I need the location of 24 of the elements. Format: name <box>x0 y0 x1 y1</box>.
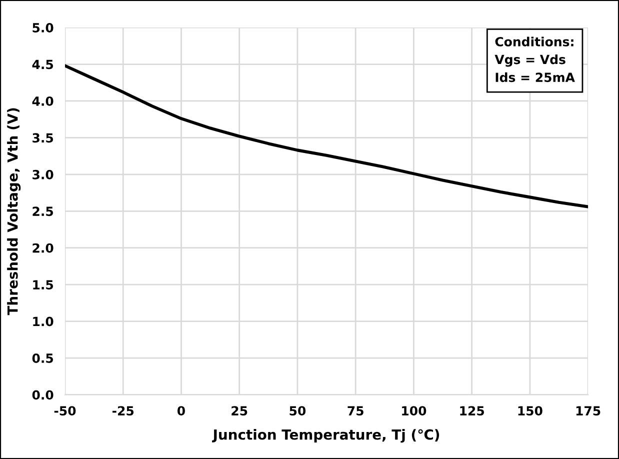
y-tick-label: 1.0 <box>33 316 54 326</box>
y-tick-label: 4.0 <box>32 96 54 106</box>
x-tick-label: 100 <box>402 406 426 416</box>
y-tick-label: 1.5 <box>33 280 54 290</box>
x-tick-label: 150 <box>518 406 542 416</box>
y-tick-label: 0.5 <box>32 353 54 363</box>
x-tick-label: -25 <box>112 406 134 416</box>
y-tick-label: 2.5 <box>32 206 54 216</box>
x-tick-label: 25 <box>232 406 248 416</box>
x-tick-label: -50 <box>54 406 76 416</box>
x-axis-title: Junction Temperature, Tj (℃) <box>212 429 440 443</box>
x-tick-label: 175 <box>576 406 600 416</box>
y-tick-label: 3.5 <box>32 133 54 143</box>
y-axis-title: Threshold Voltage, Vth (V) <box>7 108 21 316</box>
y-tick-label: 0.0 <box>32 390 54 400</box>
x-tick-label: 50 <box>290 406 306 416</box>
x-tick-label: 0 <box>177 406 185 416</box>
x-tick-label: 75 <box>348 406 364 416</box>
y-tick-label: 2.0 <box>32 243 54 253</box>
y-tick-label: 4.5 <box>32 60 54 70</box>
y-tick-label: 5.0 <box>32 23 54 32</box>
x-tick-label: 125 <box>460 406 484 416</box>
annotation: Conditions: Vgs = Vds Ids = 25mA <box>494 36 575 82</box>
y-tick-label: 3.0 <box>32 170 54 180</box>
